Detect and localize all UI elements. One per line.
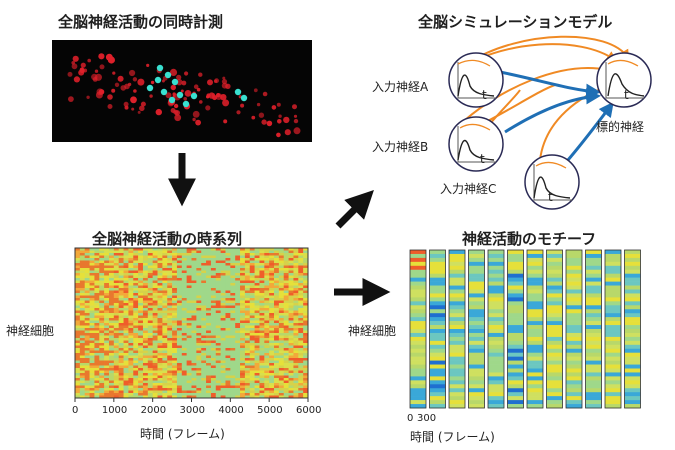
motif-column	[468, 249, 485, 409]
t-symbol-target: t	[624, 88, 629, 102]
input-arrow-c	[566, 101, 614, 161]
timeseries-xtick: 1000	[101, 405, 128, 416]
label-input-c: 入力神経C	[440, 182, 497, 196]
timeseries-xtick: 0	[72, 405, 79, 416]
motif-column	[624, 249, 641, 409]
label-input-a: 入力神経A	[372, 80, 429, 94]
timeseries-title: 全脳神経活動の時系列	[92, 230, 243, 248]
timeseries-heatmap	[75, 248, 309, 399]
simulation-title: 全脳シミュレーションモデル	[418, 13, 613, 31]
label-target: 標的神経	[596, 120, 645, 134]
motif-column	[546, 249, 563, 409]
motif-column	[487, 249, 505, 409]
motif-column	[507, 249, 524, 409]
neuron-input-a	[448, 52, 504, 108]
motif-column	[429, 249, 446, 409]
neuron-input-c	[524, 154, 580, 210]
motif-column	[448, 249, 466, 409]
timeseries-xlabel: 時間 (フレーム)	[140, 427, 225, 441]
motif-ylabel: 神経細胞	[348, 324, 397, 338]
t-symbol-a: t	[482, 88, 487, 102]
motif-xtick: 300	[417, 413, 437, 424]
motif-column	[526, 249, 544, 409]
t-symbol-c: t	[548, 190, 553, 204]
motif-column	[565, 249, 583, 409]
timeseries-ylabel: 神経細胞	[6, 324, 55, 338]
feedback-curve	[469, 35, 630, 63]
motif-column	[585, 249, 602, 409]
motif-xlabel: 時間 (フレーム)	[410, 430, 495, 444]
label-input-b: 入力神経B	[372, 140, 429, 154]
motif-title: 神経活動のモチーフ	[462, 230, 597, 248]
neuron-target	[596, 52, 652, 108]
timeseries-xtick: 4000	[218, 405, 244, 416]
arrow-up-right	[335, 190, 374, 229]
motif-column	[604, 249, 622, 409]
t-symbol-b: t	[480, 152, 485, 166]
timeseries-xtick: 2000	[140, 405, 167, 416]
motif-xtick: 0	[407, 413, 414, 424]
motif-column	[409, 249, 427, 409]
simulation-model	[448, 35, 652, 210]
timeseries-xtick: 6000	[296, 405, 322, 416]
input-arrow-b	[504, 89, 601, 134]
timeseries-axis-ticks	[74, 398, 309, 402]
neuron-cells	[67, 53, 301, 138]
timeseries-xtick: 3000	[179, 405, 205, 416]
neuron-input-b	[448, 116, 504, 172]
timeseries-xtick: 5000	[257, 405, 283, 416]
recording-title: 全脳神経活動の同時計測	[58, 13, 224, 31]
motif-heatmaps	[409, 249, 641, 409]
